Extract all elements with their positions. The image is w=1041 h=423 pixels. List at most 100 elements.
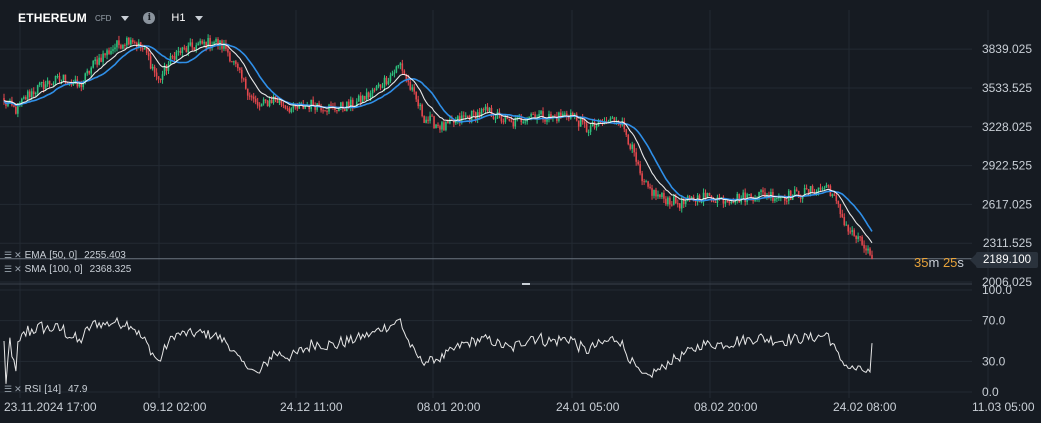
rsi-panel xyxy=(3,316,873,384)
candle-body xyxy=(554,115,556,117)
candle-body xyxy=(441,122,443,130)
candle-body xyxy=(348,101,350,108)
candle-body xyxy=(579,117,582,127)
candle-body xyxy=(708,193,711,196)
menu-icon[interactable]: ☰ xyxy=(4,250,13,260)
candle-body xyxy=(231,61,233,63)
candle-body xyxy=(789,190,792,200)
menu-icon[interactable]: ☰ xyxy=(4,384,13,394)
candle-body xyxy=(367,92,370,98)
instrument-type: CFD xyxy=(94,13,112,23)
candle-body xyxy=(34,93,37,95)
candle-body xyxy=(310,99,312,110)
candle-body xyxy=(455,119,457,124)
candle-body xyxy=(128,37,130,45)
candle-body xyxy=(40,81,43,83)
candle-body xyxy=(268,100,271,107)
candle-body xyxy=(849,231,852,233)
candle-body xyxy=(181,47,184,54)
caret-down-icon[interactable] xyxy=(195,15,204,21)
candle-body xyxy=(296,107,299,109)
candle-body xyxy=(821,188,824,190)
candle-body xyxy=(833,194,836,196)
timeframe-selector[interactable]: H1 xyxy=(171,12,186,24)
candle-body xyxy=(108,50,110,54)
candle-body xyxy=(195,45,198,51)
candle-body xyxy=(437,124,439,127)
time-tick-label: 11.03 05:00 xyxy=(972,400,1035,414)
rsi-params: [14] xyxy=(44,384,61,395)
candle-body xyxy=(736,193,739,201)
candle-body xyxy=(44,84,47,90)
menu-icon[interactable]: ☰ xyxy=(4,264,13,274)
candle-body xyxy=(831,194,834,197)
candle-body xyxy=(284,105,287,109)
candle-body xyxy=(357,95,360,102)
candle-body xyxy=(734,200,737,203)
candle-body xyxy=(659,194,661,198)
candle-body xyxy=(381,86,384,88)
candle-body xyxy=(506,116,509,119)
candle-body xyxy=(530,114,532,117)
candle-body xyxy=(795,189,798,191)
candle-body xyxy=(62,74,65,80)
close-icon[interactable]: ✕ xyxy=(14,264,22,274)
candle-body xyxy=(94,59,96,61)
candle-body xyxy=(229,52,231,62)
time-tick-label: 09.12 02:00 xyxy=(143,400,207,414)
candle-body xyxy=(839,204,842,215)
candle-body xyxy=(500,114,503,122)
candle-body xyxy=(562,113,564,117)
candle-body xyxy=(645,181,647,183)
candle-body xyxy=(504,116,507,122)
candle-body xyxy=(50,84,53,86)
candle-body xyxy=(118,40,120,46)
candle-body xyxy=(21,98,23,103)
symbol-name[interactable]: ETHEREUM xyxy=(18,11,87,25)
candle-body xyxy=(151,66,154,69)
candle-body xyxy=(383,77,386,87)
info-icon[interactable]: i xyxy=(143,12,156,24)
moving-averages xyxy=(3,43,873,244)
candle-body xyxy=(633,144,635,153)
candle-body xyxy=(538,113,540,117)
candle-body xyxy=(797,190,800,198)
candle-body xyxy=(704,192,707,198)
candle-body xyxy=(318,103,320,107)
candle-body xyxy=(78,84,81,87)
close-icon[interactable]: ✕ xyxy=(14,250,22,260)
candle-body xyxy=(534,114,536,120)
sma-value: 2368.325 xyxy=(89,264,132,275)
candle-body xyxy=(409,81,412,90)
candle-body xyxy=(250,96,253,98)
candle-body xyxy=(288,108,291,113)
candle-body xyxy=(411,87,414,90)
close-icon[interactable]: ✕ xyxy=(14,384,22,394)
candle-body xyxy=(147,52,150,57)
candle-body xyxy=(837,201,840,205)
caret-down-icon[interactable] xyxy=(121,15,130,21)
candle-body xyxy=(865,248,867,251)
candle-body xyxy=(351,99,354,109)
countdown-minutes: 35 xyxy=(914,255,929,270)
candle-body xyxy=(38,82,41,86)
candle-body xyxy=(314,105,316,110)
candle-body xyxy=(30,91,33,98)
candle-body xyxy=(266,100,269,107)
price-tick-label: 2006.025 xyxy=(982,275,1032,289)
candle-body xyxy=(625,129,628,135)
candle-body xyxy=(197,43,200,46)
time-tick-label: 08.01 20:00 xyxy=(417,400,481,414)
candle-body xyxy=(653,189,655,196)
candle-body xyxy=(217,39,219,46)
ema-value: 2255.403 xyxy=(84,250,126,261)
candle-body xyxy=(661,193,663,198)
candle-body xyxy=(784,196,786,201)
candle-body xyxy=(627,134,630,145)
candle-body xyxy=(417,99,419,107)
candle-body xyxy=(389,75,392,82)
candle-body xyxy=(643,181,645,183)
ema-legend: ☰ ✕ EMA [50, 0] 2255.403 xyxy=(4,250,126,261)
candle-body xyxy=(330,104,332,106)
